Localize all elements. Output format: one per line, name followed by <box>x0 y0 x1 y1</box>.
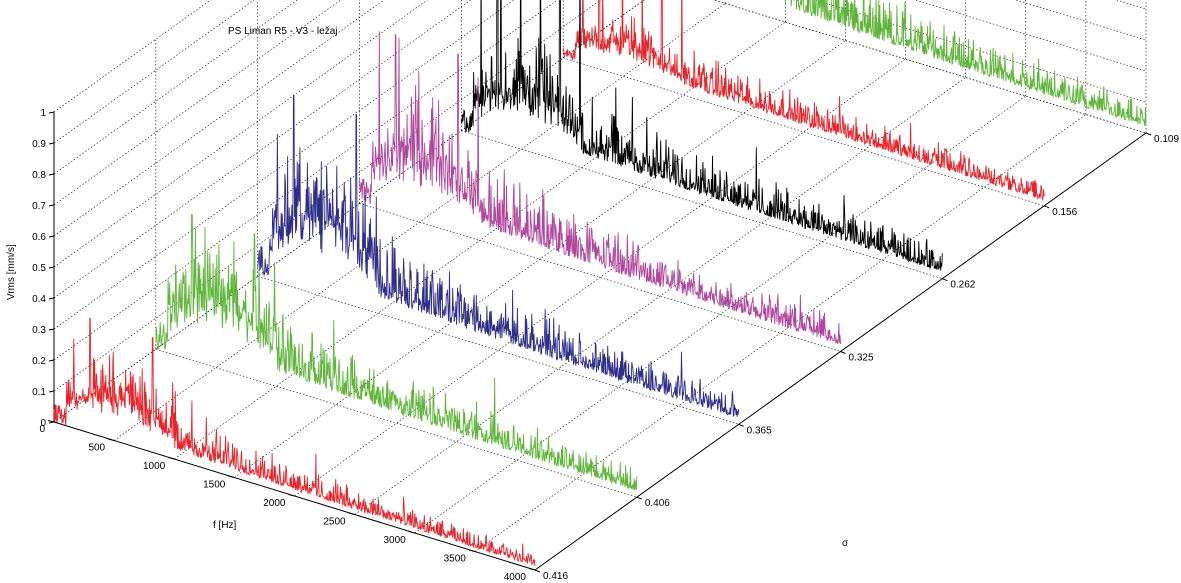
y-tick-label: 0.262 <box>950 280 975 291</box>
y-tick-mark <box>636 496 643 500</box>
y-tick-label: 0.109 <box>1154 134 1179 145</box>
z-tick-label: 1 <box>40 108 46 119</box>
series-line-sigma-0.156 <box>562 0 1045 201</box>
z-tick-mark <box>48 173 55 176</box>
series-line-sigma-0.365 <box>257 94 740 418</box>
x-tick-label: 1000 <box>143 461 166 472</box>
x-tick-mark <box>468 549 475 552</box>
y-tick-label: 0.416 <box>543 571 568 582</box>
z-tick-label: 0.9 <box>32 139 46 150</box>
z-tick-label: 0.7 <box>32 201 46 212</box>
z-tick-label: 0.3 <box>32 325 46 336</box>
x-tick-mark <box>168 457 175 460</box>
z-tick-mark <box>48 328 55 331</box>
grid-line <box>234 40 846 478</box>
z-tick-label: 0.8 <box>32 170 46 181</box>
x-tick-mark <box>228 475 235 478</box>
axes-layer <box>47 111 1152 573</box>
z-tick-label: 0.6 <box>32 232 46 243</box>
labels-layer: PS Liman R5 - V3 - ležaj f [Hz] σ Vrms [… <box>6 26 1179 583</box>
grid-line <box>414 95 1026 534</box>
z-tick-mark <box>48 111 55 114</box>
x-tick-mark <box>348 512 355 515</box>
z-axis-label: Vrms [mm/s] <box>6 244 17 300</box>
x-axis-label: f [Hz] <box>213 520 237 531</box>
z-tick-mark <box>48 266 55 269</box>
y-tick-label: 0.325 <box>849 353 874 364</box>
y-tick-label: 0.365 <box>747 425 772 436</box>
x-tick-mark <box>408 531 415 534</box>
grid-line <box>354 77 966 515</box>
x-tick-label: 2500 <box>323 517 346 528</box>
y-tick-mark <box>1145 132 1152 136</box>
y-tick-mark <box>738 423 744 427</box>
x-tick-label: 2000 <box>263 498 286 509</box>
z-tick-mark <box>48 297 55 300</box>
z-tick-mark <box>48 235 55 238</box>
grid-line <box>53 0 515 330</box>
y-tick-label: 0.156 <box>1052 207 1077 218</box>
z-tick-mark <box>48 421 55 424</box>
x-tick-label: 3500 <box>444 554 467 565</box>
series-line-sigma-0.416 <box>53 317 536 566</box>
y-tick-label: 0.406 <box>645 498 670 509</box>
series-line-sigma-0.109 <box>784 0 1147 126</box>
z-tick-mark <box>48 390 55 393</box>
grid-line <box>474 114 1087 552</box>
grid-line <box>53 0 558 361</box>
series-line-sigma-0.262 <box>460 0 943 271</box>
series-line-sigma-0.325 <box>359 31 841 345</box>
z-tick-label: 0 <box>40 418 46 429</box>
x-tick-label: 0 <box>39 424 45 435</box>
x-tick-mark <box>108 438 115 441</box>
grid-line <box>113 3 726 441</box>
z-tick-mark <box>48 142 55 145</box>
y-tick-mark <box>1043 205 1050 209</box>
z-tick-label: 0.4 <box>32 294 46 305</box>
y-tick-mark <box>534 569 541 573</box>
series-layer <box>53 0 1147 566</box>
x-tick-mark <box>528 568 536 571</box>
y-tick-mark <box>942 278 948 282</box>
z-tick-label: 0.5 <box>32 263 46 274</box>
y-axis-label: σ <box>842 538 849 549</box>
grid-line <box>563 57 1045 207</box>
x-tick-label: 1500 <box>203 480 226 491</box>
grid-line <box>53 0 602 392</box>
x-tick-mark <box>288 494 295 497</box>
grid-line <box>257 276 739 425</box>
series-line-sigma-0.406 <box>155 213 638 490</box>
grid-line <box>174 21 786 460</box>
z-tick-mark <box>48 359 55 362</box>
x-tick-label: 4000 <box>504 572 527 583</box>
z-tick-label: 0.2 <box>32 356 46 367</box>
x-tick-label: 500 <box>88 443 105 454</box>
y-tick-mark <box>840 351 846 354</box>
grid-line <box>155 348 637 498</box>
x-tick-label: 3000 <box>384 535 407 546</box>
z-tick-label: 0.1 <box>32 387 46 398</box>
z-tick-mark <box>48 204 55 207</box>
grid-line <box>294 58 906 497</box>
chart-title: PS Liman R5 - V3 - ležaj <box>228 26 338 37</box>
